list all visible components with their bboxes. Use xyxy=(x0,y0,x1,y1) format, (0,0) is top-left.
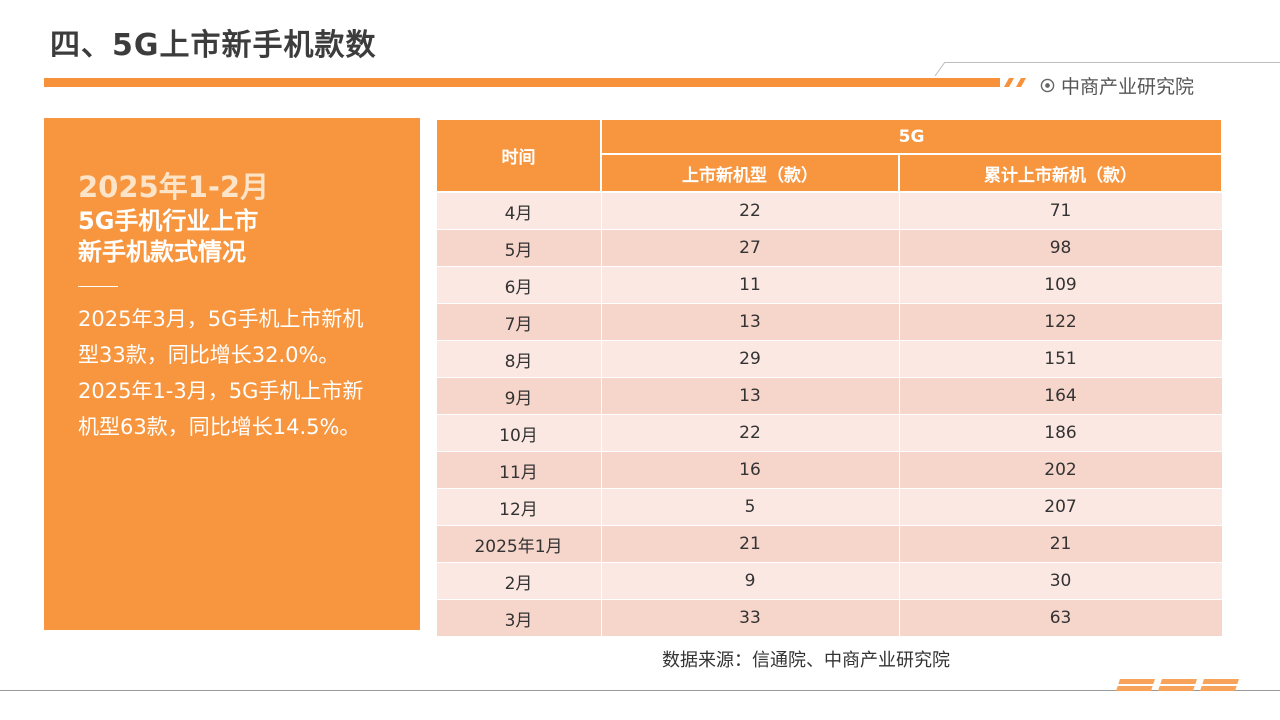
cumulative-models-cell: 186 xyxy=(898,414,1223,452)
page-title: 四、5G上市新手机款数 xyxy=(50,28,377,63)
summary-text-line-4: 机型63款，同比增长14.5%。 xyxy=(78,415,361,439)
new-models-cell: 21 xyxy=(600,525,900,563)
cumulative-models-cell: 98 xyxy=(898,229,1223,267)
new-models-cell: 29 xyxy=(600,340,900,378)
cumulative-models-column-header: 累计上市新机（款） xyxy=(897,153,1224,193)
table-row: 2月 9 30 xyxy=(435,562,1223,600)
table-row: 10月 22 186 xyxy=(435,414,1223,452)
new-models-cell: 16 xyxy=(600,451,900,489)
new-models-cell: 22 xyxy=(600,192,900,230)
summary-heading-line-1: 5G手机行业上市 xyxy=(78,207,259,235)
time-cell: 4月 xyxy=(435,192,602,230)
footer-stripe-decoration xyxy=(1110,679,1245,691)
cumulative-models-cell: 122 xyxy=(898,303,1223,341)
phone-models-table: 时间 5G 上市新机型（款） 累计上市新机（款） 4月 22 71 5月 27 … xyxy=(435,118,1224,637)
new-models-cell: 9 xyxy=(600,562,900,600)
time-cell: 2025年1月 xyxy=(435,525,602,563)
time-cell: 7月 xyxy=(435,303,602,341)
new-models-cell: 27 xyxy=(600,229,900,267)
table-row: 9月 13 164 xyxy=(435,377,1223,415)
time-cell: 9月 xyxy=(435,377,602,415)
table-row: 3月 33 63 xyxy=(435,599,1223,637)
table-row: 4月 22 71 xyxy=(435,192,1223,230)
cumulative-models-cell: 30 xyxy=(898,562,1223,600)
summary-divider xyxy=(78,286,118,287)
table-row: 2025年1月 21 21 xyxy=(435,525,1223,563)
cumulative-models-cell: 202 xyxy=(898,451,1223,489)
title-accent-bar xyxy=(44,78,1000,87)
cumulative-models-cell: 164 xyxy=(898,377,1223,415)
time-cell: 10月 xyxy=(435,414,602,452)
data-source-note: 数据来源：信通院、中商产业研究院 xyxy=(662,650,950,671)
new-models-cell: 33 xyxy=(600,599,900,637)
time-column-header: 时间 xyxy=(435,118,602,193)
new-models-cell: 5 xyxy=(600,488,900,526)
time-cell: 2月 xyxy=(435,562,602,600)
table-row: 5月 27 98 xyxy=(435,229,1223,267)
summary-text-line-3: 2025年1-3月，5G手机上市新 xyxy=(78,379,364,403)
time-cell: 8月 xyxy=(435,340,602,378)
summary-text-line-1: 2025年3月，5G手机上市新机 xyxy=(78,307,364,331)
new-models-cell: 13 xyxy=(600,377,900,415)
table-row: 6月 11 109 xyxy=(435,266,1223,304)
time-cell: 12月 xyxy=(435,488,602,526)
table-row: 12月 5 207 xyxy=(435,488,1223,526)
brand-logo: 中商产业研究院 xyxy=(1040,70,1194,100)
cumulative-models-cell: 71 xyxy=(898,192,1223,230)
target-icon xyxy=(1040,78,1055,92)
brand-name: 中商产业研究院 xyxy=(1061,75,1195,98)
table-row: 7月 13 122 xyxy=(435,303,1223,341)
header-rule-slant xyxy=(934,62,946,76)
summary-text-line-2: 型33款，同比增长32.0%。 xyxy=(78,343,340,367)
footer-rule xyxy=(0,690,1280,691)
cumulative-models-cell: 207 xyxy=(898,488,1223,526)
summary-date: 2025年1-2月 xyxy=(78,170,270,204)
cumulative-models-cell: 151 xyxy=(898,340,1223,378)
time-cell: 5月 xyxy=(435,229,602,267)
new-models-cell: 13 xyxy=(600,303,900,341)
summary-panel: 2025年1-2月 5G手机行业上市 新手机款式情况 2025年3月，5G手机上… xyxy=(44,118,420,630)
new-models-cell: 22 xyxy=(600,414,900,452)
title-slash-decoration xyxy=(1004,78,1026,87)
5g-group-header: 5G xyxy=(599,118,1224,155)
time-cell: 11月 xyxy=(435,451,602,489)
header-rule xyxy=(945,62,1280,63)
table-row: 11月 16 202 xyxy=(435,451,1223,489)
cumulative-models-cell: 21 xyxy=(898,525,1223,563)
time-cell: 3月 xyxy=(435,599,602,637)
cumulative-models-cell: 109 xyxy=(898,266,1223,304)
time-cell: 6月 xyxy=(435,266,602,304)
summary-heading-line-2: 新手机款式情况 xyxy=(78,238,246,266)
new-models-cell: 11 xyxy=(600,266,900,304)
table-row: 8月 29 151 xyxy=(435,340,1223,378)
cumulative-models-cell: 63 xyxy=(898,599,1223,637)
new-models-column-header: 上市新机型（款） xyxy=(600,153,900,193)
